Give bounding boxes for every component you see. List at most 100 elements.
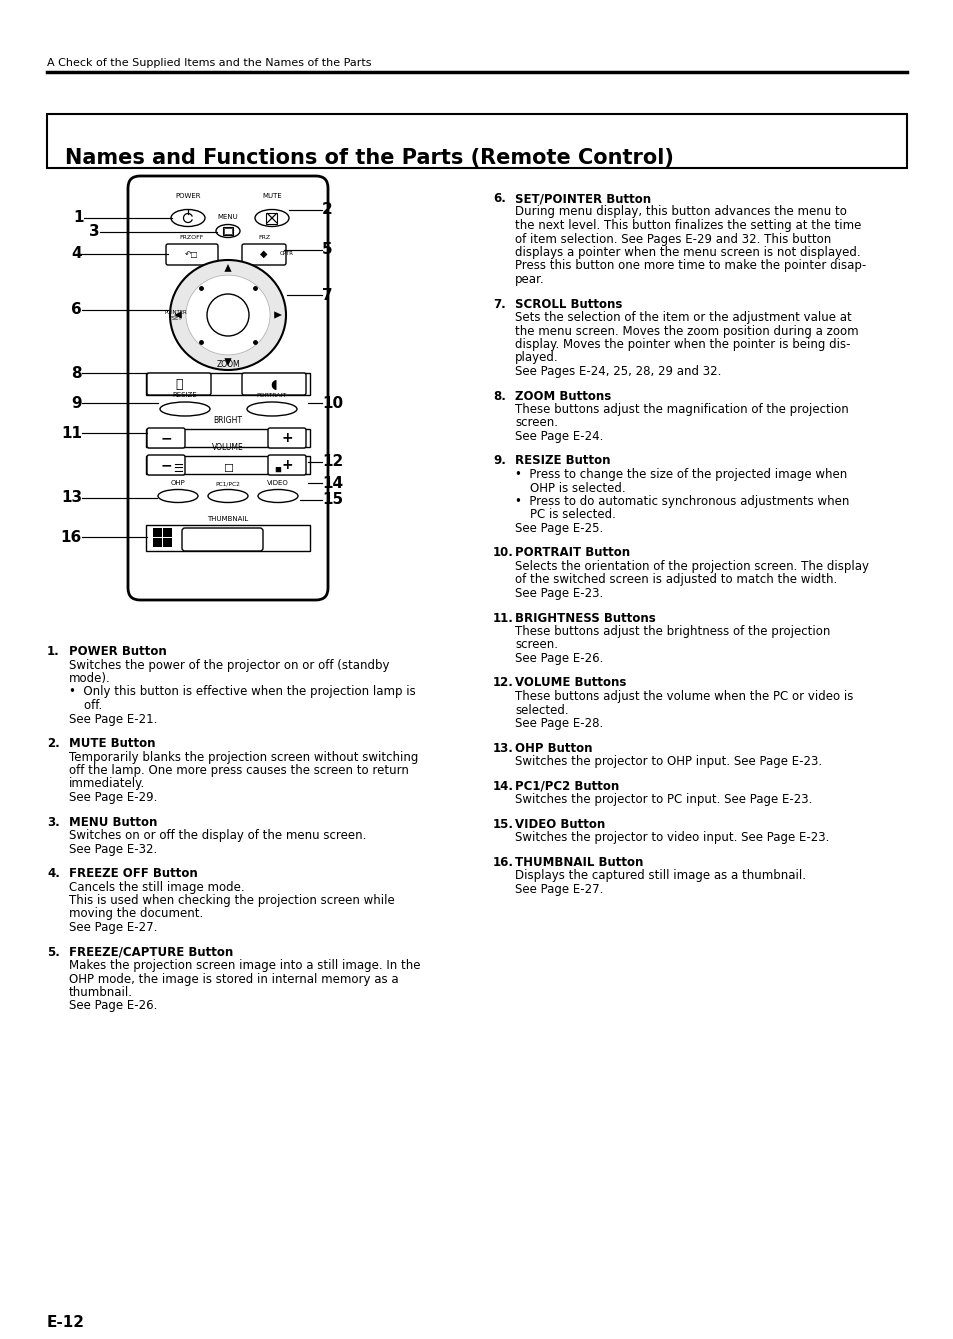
Text: 16: 16 (61, 529, 82, 545)
Bar (163, 528, 172, 537)
FancyBboxPatch shape (268, 455, 306, 475)
Text: PC1/PC2 Button: PC1/PC2 Button (515, 779, 618, 793)
Text: PORTRAIT Button: PORTRAIT Button (515, 546, 630, 560)
Ellipse shape (215, 225, 240, 237)
Text: Cancels the still image mode.: Cancels the still image mode. (69, 881, 244, 893)
Text: 2.: 2. (47, 736, 60, 750)
Text: 9.: 9. (493, 454, 505, 467)
Text: mode).: mode). (69, 672, 111, 686)
Text: 14: 14 (322, 475, 343, 490)
Text: 11.: 11. (493, 612, 514, 624)
Text: 8: 8 (71, 366, 82, 380)
Text: Selects the orientation of the projection screen. The display: Selects the orientation of the projectio… (515, 560, 868, 573)
Text: Displays the captured still image as a thumbnail.: Displays the captured still image as a t… (515, 869, 805, 882)
Text: •  Press to do automatic synchronous adjustments when: • Press to do automatic synchronous adju… (515, 495, 848, 507)
Text: See Page E-26.: See Page E-26. (515, 652, 602, 665)
FancyBboxPatch shape (47, 114, 906, 167)
Text: FRZ: FRZ (257, 236, 270, 240)
Text: See Page E-28.: See Page E-28. (515, 716, 602, 730)
Text: See Page E-32.: See Page E-32. (69, 842, 157, 856)
Ellipse shape (170, 260, 286, 370)
FancyBboxPatch shape (242, 374, 306, 395)
Text: ↶□: ↶□ (185, 249, 198, 258)
Text: BRIGHT: BRIGHT (213, 416, 242, 424)
Text: 4.: 4. (47, 866, 60, 880)
Text: 14.: 14. (493, 779, 514, 793)
Text: Press this button one more time to make the pointer disap-: Press this button one more time to make … (515, 260, 865, 273)
Text: POINTER
/SET: POINTER /SET (165, 309, 187, 320)
FancyBboxPatch shape (147, 374, 211, 395)
Bar (152, 538, 162, 548)
Bar (146, 525, 310, 552)
Polygon shape (224, 264, 232, 272)
Text: VIDEO: VIDEO (267, 479, 289, 486)
Text: Sets the selection of the item or the adjustment value at: Sets the selection of the item or the ad… (515, 311, 851, 324)
Text: FREEZE OFF Button: FREEZE OFF Button (69, 866, 197, 880)
Text: moving the document.: moving the document. (69, 908, 203, 920)
Polygon shape (224, 359, 232, 366)
Ellipse shape (247, 402, 296, 416)
Text: POWER: POWER (175, 193, 200, 200)
Text: These buttons adjust the volume when the PC or video is: These buttons adjust the volume when the… (515, 690, 853, 703)
FancyBboxPatch shape (147, 428, 185, 449)
Bar (146, 374, 310, 395)
Text: MUTE Button: MUTE Button (69, 736, 155, 750)
Text: 1: 1 (73, 210, 84, 225)
Circle shape (207, 295, 249, 336)
Text: Switches the projector to video input. See Page E-23.: Switches the projector to video input. S… (515, 832, 828, 844)
Text: display. Moves the pointer when the pointer is being dis-: display. Moves the pointer when the poin… (515, 337, 850, 351)
Text: MENU: MENU (217, 214, 238, 220)
Text: 13.: 13. (493, 742, 514, 754)
Text: POWER Button: POWER Button (69, 645, 167, 657)
Text: 4: 4 (71, 246, 82, 261)
Ellipse shape (257, 490, 297, 502)
Text: off the lamp. One more press causes the screen to return: off the lamp. One more press causes the … (69, 765, 409, 777)
Text: See Page E-27.: See Page E-27. (69, 921, 157, 935)
FancyBboxPatch shape (147, 455, 185, 475)
Text: Switches on or off the display of the menu screen.: Switches on or off the display of the me… (69, 829, 366, 842)
Text: Makes the projection screen image into a still image. In the: Makes the projection screen image into a… (69, 959, 420, 972)
Text: screen.: screen. (515, 639, 558, 652)
FancyBboxPatch shape (128, 175, 328, 600)
Text: SCROLL Buttons: SCROLL Buttons (515, 297, 621, 311)
Bar (146, 428, 310, 447)
Text: 9: 9 (71, 395, 82, 411)
Text: •  Only this button is effective when the projection lamp is: • Only this button is effective when the… (69, 686, 416, 699)
Text: selected.: selected. (515, 703, 568, 716)
Text: 8.: 8. (493, 390, 505, 403)
Bar (146, 457, 310, 474)
Text: 5.: 5. (47, 945, 60, 959)
Text: 12.: 12. (493, 676, 514, 690)
Polygon shape (173, 312, 182, 319)
Text: Names and Functions of the Parts (Remote Control): Names and Functions of the Parts (Remote… (65, 149, 673, 167)
Text: THUMBNAIL: THUMBNAIL (207, 516, 249, 522)
Text: These buttons adjust the brightness of the projection: These buttons adjust the brightness of t… (515, 625, 829, 637)
Text: RESIZE: RESIZE (172, 392, 197, 398)
FancyBboxPatch shape (242, 244, 286, 265)
Text: E-12: E-12 (47, 1315, 85, 1330)
Text: 7: 7 (322, 288, 333, 303)
Text: screen.: screen. (515, 416, 558, 430)
Text: thumbnail.: thumbnail. (69, 986, 132, 999)
Text: 10: 10 (322, 395, 343, 411)
Text: See Page E-23.: See Page E-23. (515, 586, 602, 600)
Ellipse shape (171, 209, 205, 226)
Text: SET/POINTER Button: SET/POINTER Button (515, 191, 651, 205)
Text: 7.: 7. (493, 297, 505, 311)
Text: 6.: 6. (493, 191, 505, 205)
Text: CPTR: CPTR (280, 250, 294, 256)
Ellipse shape (254, 209, 289, 226)
FancyBboxPatch shape (268, 428, 306, 449)
Text: THUMBNAIL Button: THUMBNAIL Button (515, 856, 642, 869)
Text: ⛹: ⛹ (175, 378, 183, 391)
Text: +: + (281, 458, 293, 473)
Text: ☰: ☰ (172, 465, 183, 474)
Text: MUTE: MUTE (262, 193, 281, 200)
Text: Switches the projector to OHP input. See Page E-23.: Switches the projector to OHP input. See… (515, 755, 821, 769)
Text: 2: 2 (322, 202, 333, 217)
Text: Switches the power of the projector on or off (standby: Switches the power of the projector on o… (69, 659, 389, 671)
Text: of item selection. See Pages E-29 and 32. This button: of item selection. See Pages E-29 and 32… (515, 233, 830, 245)
Text: Temporarily blanks the projection screen without switching: Temporarily blanks the projection screen… (69, 750, 418, 763)
Text: BRIGHTNESS Buttons: BRIGHTNESS Buttons (515, 612, 655, 624)
Text: 3: 3 (90, 225, 100, 240)
